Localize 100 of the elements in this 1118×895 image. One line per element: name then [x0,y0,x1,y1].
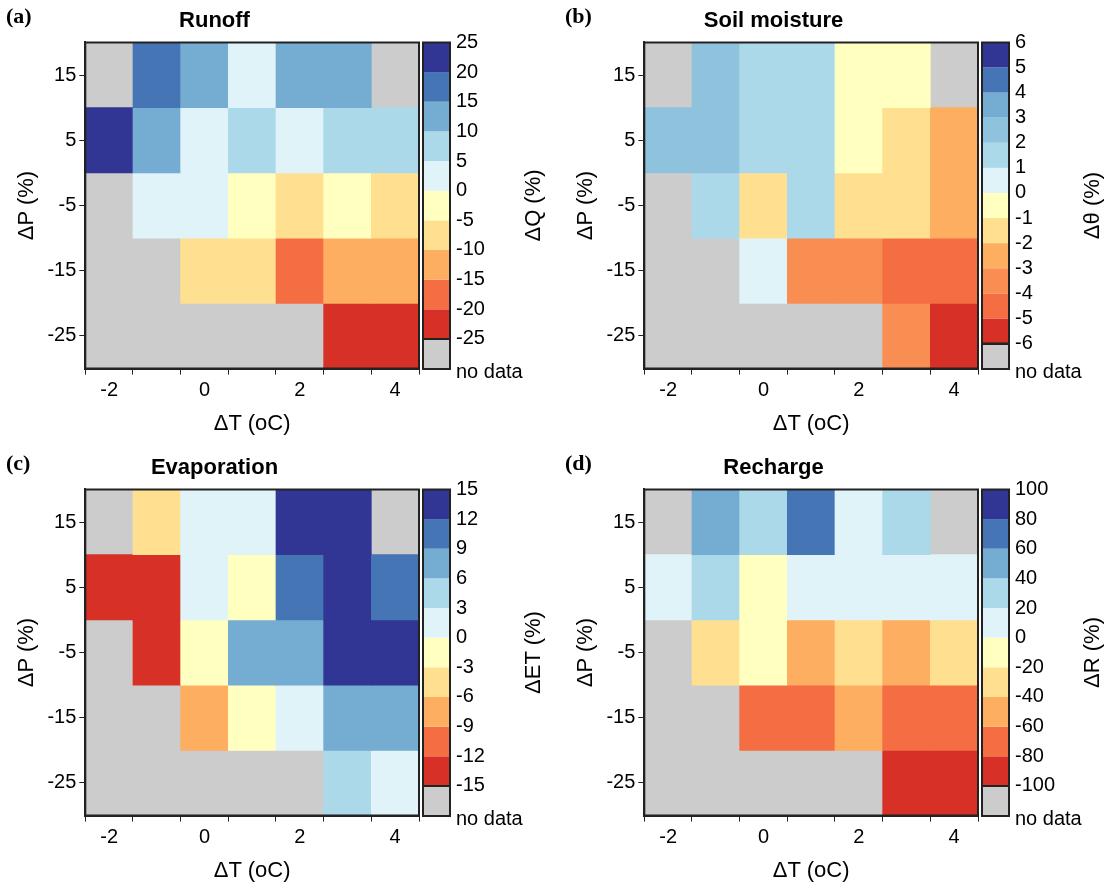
chart-title: Recharge [723,454,824,480]
x-tick-label: 4 [948,825,960,848]
color-bar-label: 1 [1015,155,1027,178]
color-bar-label: -100 [1015,773,1056,796]
color-bar-label: -3 [456,654,474,677]
x-tick-label: 2 [294,825,306,848]
chart-title: Soil moisture [703,7,844,33]
y-tick-label: 5 [65,574,77,597]
x-tick-label: -2 [659,378,678,401]
x-axis-title: ΔT (oC) [213,409,291,435]
color-bar-label: 2 [1015,130,1027,153]
y-tick-label: -5 [617,193,636,216]
text: no data [1015,360,1083,383]
color-bar-label: -2 [1015,230,1033,253]
color-bar-label: -15 [456,267,485,290]
y-axis-title: ΔP (%) [572,617,598,688]
color-bar-label: -20 [1015,654,1044,677]
color-bar-label: 0 [456,625,468,648]
chart-title: Evaporation [150,454,279,480]
x-tick-label: 2 [853,378,865,401]
y-tick-label: -15 [606,258,636,281]
color-bar-label: 0 [1015,625,1027,648]
text: (d) [565,449,592,475]
color-bar-label: 15 [456,89,479,112]
y-tick-label: 15 [613,62,636,85]
color-bar-label: 20 [456,59,479,82]
y-tick-label: 15 [54,509,77,532]
color-bar-label: -60 [1015,714,1044,737]
x-tick-label: -2 [100,825,119,848]
y-tick-label: 5 [624,127,636,150]
color-bar-label: -40 [1015,684,1044,707]
color-bar-label: 6 [456,565,468,588]
color-bar-title: ΔET (%) [520,611,546,694]
y-tick-label: 5 [65,127,77,150]
y-tick-label: -15 [606,705,636,728]
x-axis-title: ΔT (oC) [213,856,291,882]
x-tick-label: -2 [659,825,678,848]
x-tick-label: 4 [389,378,401,401]
y-tick-label: -15 [47,258,77,281]
text: (b) [565,2,592,28]
color-bar-label: -9 [456,714,474,737]
color-bar-label: 5 [1015,55,1027,78]
x-tick-label: 0 [757,825,770,848]
y-tick-label: -25 [606,323,636,346]
text: (c) [6,449,31,475]
color-bar-label: -12 [456,743,485,766]
text: no data [456,807,524,830]
color-bar-label: -5 [1015,305,1033,328]
color-bar-label: 60 [1015,536,1038,559]
color-bar-label: 12 [456,506,479,529]
color-bar-label: -6 [1015,331,1033,354]
x-tick-label: 2 [294,378,306,401]
color-bar-label: 0 [456,178,468,201]
x-tick-label: 4 [389,825,401,848]
y-tick-label: -5 [617,640,636,663]
y-tick-label: 5 [624,574,636,597]
color-bar-label: 9 [456,536,468,559]
x-tick-label: 0 [198,378,211,401]
text: no data [456,360,524,383]
y-tick-label: -5 [58,640,77,663]
y-tick-label: -15 [47,705,77,728]
color-bar-title: ΔQ (%) [520,169,546,242]
color-bar-label: 3 [456,595,468,618]
color-bar-label: -5 [456,207,474,230]
color-bar-label: 25 [456,29,479,52]
y-axis-title: ΔP (%) [13,617,39,688]
color-bar-label: 4 [1015,80,1027,103]
color-bar-label: 3 [1015,105,1027,128]
text: (a) [6,2,32,28]
color-bar-label: 100 [1015,476,1049,499]
color-bar-label: -15 [456,773,485,796]
y-tick-label: -25 [47,323,77,346]
color-bar-label: -1 [1015,205,1033,228]
x-axis-title: ΔT (oC) [772,856,850,882]
color-bar-label: 6 [1015,29,1027,52]
y-tick-label: -25 [47,770,77,793]
x-tick-label: 2 [853,825,865,848]
y-tick-label: 15 [54,62,77,85]
x-axis-title: ΔT (oC) [772,409,850,435]
color-bar-label: 20 [1015,595,1038,618]
color-bar-label: -10 [456,237,485,260]
y-tick-label: -25 [606,770,636,793]
color-bar-label: -6 [456,684,474,707]
color-bar-label: 5 [456,148,468,171]
y-axis-title: ΔP (%) [572,170,598,241]
color-bar-label: -80 [1015,743,1044,766]
x-tick-label: 0 [198,825,211,848]
color-bar-label: 0 [1015,180,1027,203]
x-tick-label: 0 [757,378,770,401]
y-tick-label: -5 [58,193,77,216]
x-tick-label: 4 [948,378,960,401]
color-bar-label: -4 [1015,280,1033,303]
color-bar-label: 10 [456,118,479,141]
color-bar-title: Δθ (%) [1079,171,1105,240]
chart-title: Runoff [179,7,251,33]
x-tick-label: -2 [100,378,119,401]
text: no data [1015,807,1083,830]
color-bar-label: 80 [1015,506,1038,529]
y-tick-label: 15 [613,509,636,532]
color-bar-label: 15 [456,476,479,499]
